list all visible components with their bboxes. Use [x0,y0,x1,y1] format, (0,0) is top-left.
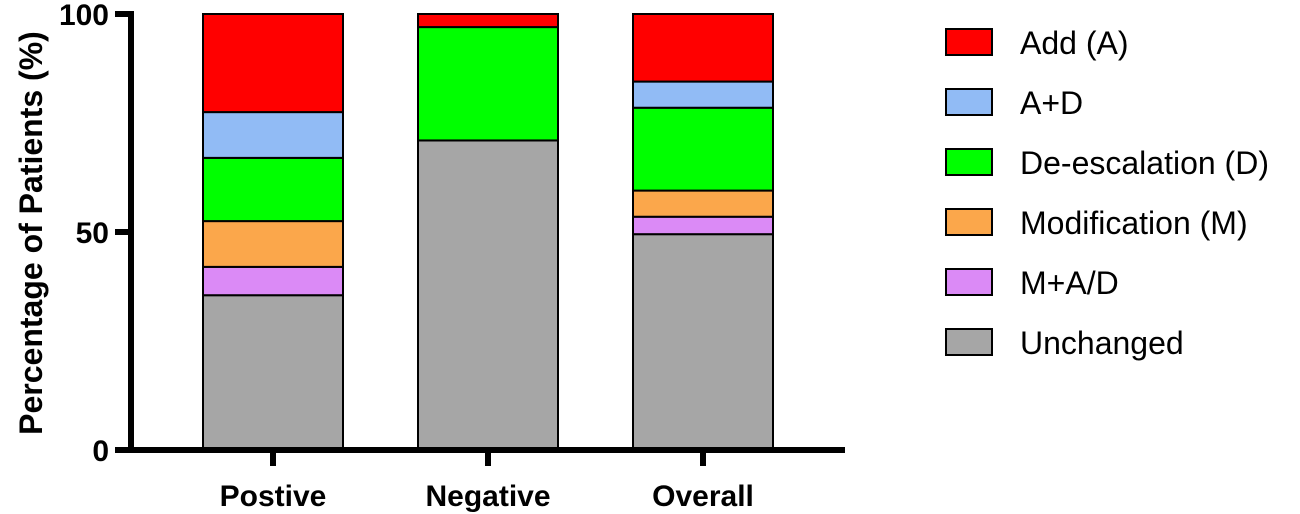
bar-segment-negative-de-escalation-d [417,26,559,142]
x-tick-label-overall: Overall [652,480,754,513]
legend-label-add-a: Add (A) [1020,25,1128,61]
legend-label-modification-m: Modification (M) [1020,205,1248,241]
bar-segment-overall-unchanged [632,233,774,451]
bar-segment-postive-m-a-d [202,265,344,297]
y-axis-title: Percentage of Patients (%) [13,31,49,435]
legend-swatch-de-escalation-d [945,148,993,176]
legend: Add (A) A+D De-escalation (D) Modification … [945,25,1269,361]
x-tick-label-negative: Negative [425,480,550,513]
legend-label-de-escalation-d: De-escalation (D) [1020,145,1269,181]
axes-group: 0 50 100 Postive Negative Overall [59,0,845,513]
bar-segment-overall-de-escalation-d [632,106,774,192]
bar-segment-overall-m-a-d [632,215,774,236]
legend-label-unchanged: Unchanged [1020,325,1184,361]
legend-label-m-a-d: M+A/D [1020,265,1119,301]
bar-segment-negative-add-a [417,13,559,29]
bar-segment-postive-a-d [202,111,344,159]
legend-swatch-a-d [945,88,993,116]
bar-segment-postive-de-escalation-d [202,156,344,223]
bar-segment-postive-unchanged [202,294,344,451]
bar-segment-overall-a-d [632,80,774,109]
legend-swatch-unchanged [945,328,993,356]
bar-segment-overall-add-a [632,13,774,83]
bar-segment-postive-modification-m [202,220,344,268]
bars-group [202,13,774,451]
x-tick-label-postive: Postive [220,480,327,513]
legend-swatch-modification-m [945,208,993,236]
bar-segment-negative-unchanged [417,139,559,451]
y-tick-label-100: 100 [59,0,109,32]
y-tick-label-0: 0 [92,435,109,468]
bar-segment-postive-add-a [202,13,344,114]
legend-swatch-add-a [945,28,993,56]
bar-segment-overall-modification-m [632,189,774,218]
legend-swatch-m-a-d [945,268,993,296]
legend-label-a-d: A+D [1020,85,1083,121]
y-tick-label-50: 50 [76,217,109,250]
